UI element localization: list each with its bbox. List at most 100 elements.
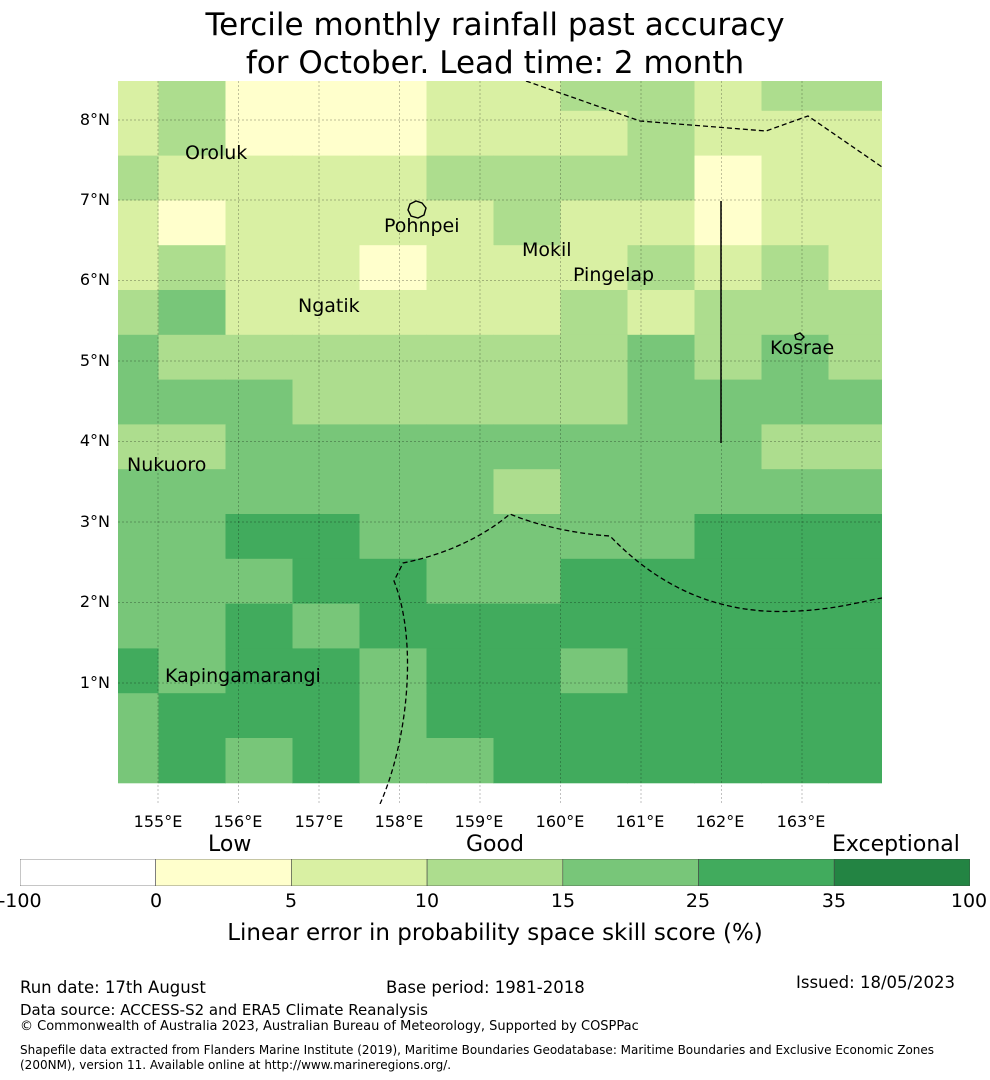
grid-cell [560, 379, 628, 425]
grid-cell [828, 424, 882, 470]
grid-cell [225, 603, 293, 649]
grid-cell [493, 558, 561, 605]
grid-cell [158, 155, 226, 201]
grid-cell [761, 424, 829, 470]
grid-cell [292, 155, 360, 201]
colorbar-segment-1 [20, 859, 156, 886]
grid-cell [828, 738, 882, 784]
grid-cell [493, 424, 561, 470]
grid-cell [627, 558, 695, 605]
grid-cell [694, 110, 762, 157]
grid-cell [225, 693, 293, 739]
grid-cell [292, 558, 360, 605]
grid-cell [426, 379, 494, 425]
grid-cell [828, 558, 882, 605]
grid-cell [828, 334, 882, 381]
grid-cell [828, 514, 882, 560]
colorbar-category-low: Low [208, 832, 252, 857]
grid-cell [359, 379, 427, 425]
grid-cell [359, 245, 427, 291]
grid-cell [560, 558, 628, 605]
grid-cell [560, 334, 628, 381]
grid-cell [118, 81, 159, 112]
grid-cell [560, 738, 628, 784]
grid-cell [225, 334, 293, 381]
map-title: Tercile monthly rainfall past accuracy f… [0, 6, 990, 82]
colorbar-segment-7 [833, 859, 970, 886]
grid-cell [627, 290, 695, 336]
grid-cell [359, 290, 427, 336]
grid-cell [761, 334, 829, 381]
lat-label-1n: 1°N [79, 673, 110, 692]
grid-cell [560, 469, 628, 515]
grid-cell [426, 81, 494, 112]
grid-cell [828, 290, 882, 336]
grid-cell [828, 469, 882, 515]
grid-cell [828, 110, 882, 157]
grid-cell [560, 693, 628, 739]
grid-cell [560, 110, 628, 157]
colorbar-tick-label: 25 [685, 890, 711, 912]
grid-cell [118, 648, 159, 694]
grid-cell [359, 514, 427, 560]
lon-label-160e: 160°E [535, 812, 585, 831]
grid-cell [426, 200, 494, 246]
grid-cell [828, 648, 882, 694]
lat-label-4n: 4°N [79, 431, 110, 450]
map-canvas [118, 81, 882, 804]
grid-cell [118, 693, 159, 739]
grid-cell [292, 334, 360, 381]
grid-cell [225, 81, 293, 112]
grid-cell [627, 245, 695, 291]
grid-cell [292, 603, 360, 649]
grid-cell [292, 469, 360, 515]
grid-cell [426, 693, 494, 739]
lat-label-8n: 8°N [79, 110, 110, 129]
grid-cell [292, 693, 360, 739]
lat-label-5n: 5°N [79, 351, 110, 370]
shapefile-credit: Shapefile data extracted from Flanders M… [20, 1043, 935, 1072]
grid-cell [493, 469, 561, 515]
grid-cell [292, 379, 360, 425]
grid-cell [828, 81, 882, 112]
eez-boundary-south [379, 513, 882, 804]
grid-cell [627, 603, 695, 649]
grid-cell [627, 334, 695, 381]
colorbar-segment-3 [291, 859, 428, 886]
eez-boundary-north [525, 81, 882, 168]
grid-cell [560, 245, 628, 291]
grid-cell [225, 648, 293, 694]
grid-cell [560, 155, 628, 201]
grid-cell [694, 245, 762, 291]
grid-cell [225, 738, 293, 784]
grid-cell [426, 738, 494, 784]
place-label-kapingamarangi: Kapingamarangi [165, 665, 321, 687]
grid-cell [292, 648, 360, 694]
grid-cell [560, 200, 628, 246]
grid-cell [560, 603, 628, 649]
colorbar-segment-4 [426, 859, 564, 886]
grid-cell [426, 514, 494, 560]
grid-cell [292, 245, 360, 291]
grid-cell [292, 200, 360, 246]
grid-cell [694, 379, 762, 425]
grid-cell [426, 290, 494, 336]
grid-cell [426, 155, 494, 201]
grid-cell [292, 514, 360, 560]
grid-cell [118, 558, 159, 605]
grid-cell [694, 81, 762, 112]
run-date: Run date: 17th August [20, 978, 206, 997]
grid-cell [694, 738, 762, 784]
colorbar-tick-label: 0 [149, 890, 163, 912]
grid-cell [627, 738, 695, 784]
grid-cell [158, 334, 226, 381]
lat-label-3n: 3°N [79, 512, 110, 531]
grid-cell [118, 469, 159, 515]
grid-cell [493, 379, 561, 425]
lon-label-163e: 163°E [776, 812, 826, 831]
grid-cell [761, 379, 829, 425]
grid-cell [627, 469, 695, 515]
grid-cell [426, 334, 494, 381]
grid-cell [761, 648, 829, 694]
grid-cell [761, 290, 829, 336]
